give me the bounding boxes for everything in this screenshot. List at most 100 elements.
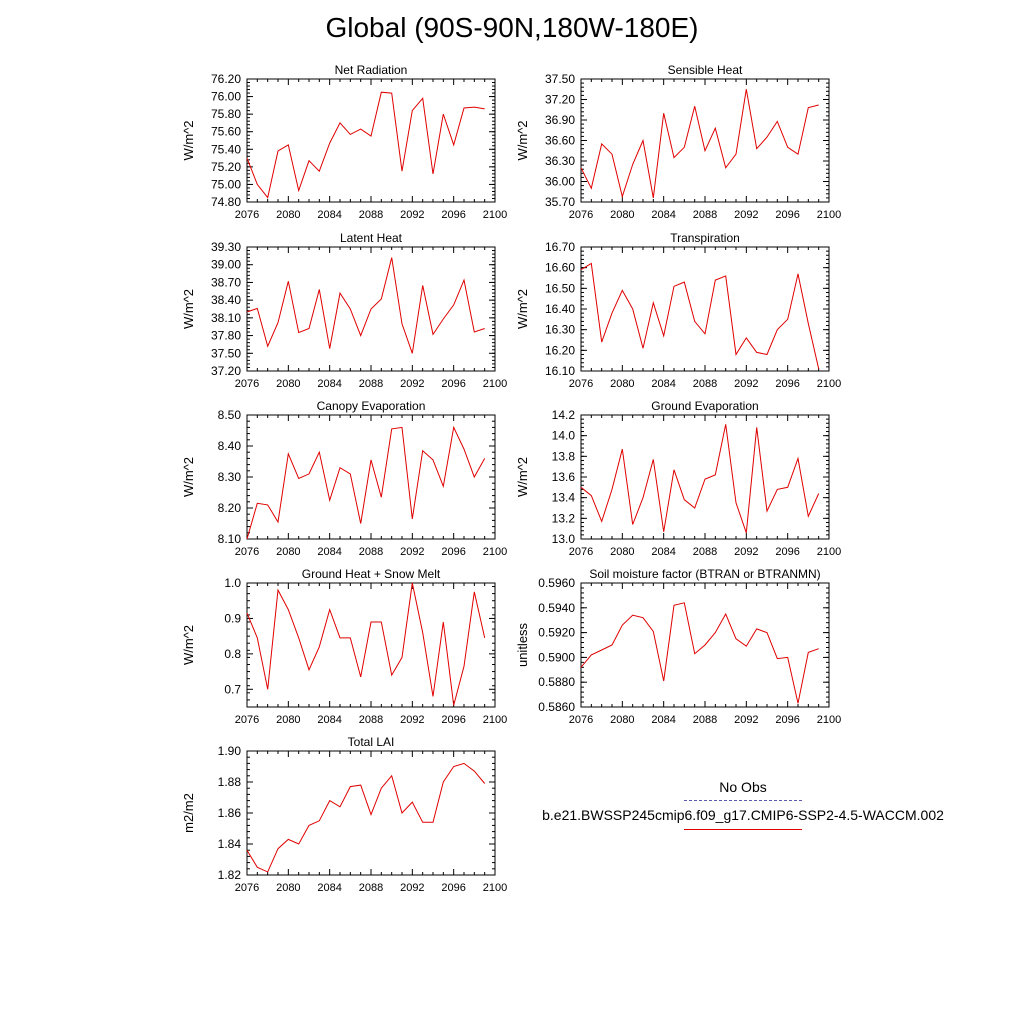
legend-obs-swatch	[684, 800, 802, 801]
y-tick-label: 13.6	[552, 470, 576, 484]
x-tick-label: 2076	[569, 378, 593, 390]
y-tick-label: 1.0	[224, 576, 241, 590]
y-tick-label: 0.5880	[538, 675, 575, 689]
y-axis-label: W/m^2	[181, 289, 196, 329]
y-tick-label: 14.0	[552, 429, 576, 443]
x-tick-label: 2076	[235, 378, 259, 390]
x-tick-label: 2080	[276, 882, 300, 894]
x-tick-label: 2100	[817, 209, 841, 221]
y-tick-label: 75.20	[211, 160, 241, 174]
chart-panel: Canopy Evaporation W/m^2 2076 2080 2084 2088 2…	[181, 399, 507, 558]
y-tick-label: 16.40	[545, 302, 575, 316]
y-tick-label: 37.50	[545, 72, 575, 86]
x-tick-label: 2088	[359, 378, 383, 390]
plot-frame	[246, 414, 496, 540]
y-tick-label: 75.80	[211, 107, 241, 121]
x-tick-label: 2096	[441, 209, 465, 221]
y-tick-label: 14.2	[552, 408, 576, 422]
x-tick-label: 2100	[483, 378, 507, 390]
x-tick-label: 2088	[693, 546, 717, 558]
chart-panel: Ground Heat + Snow Melt W/m^2 2076 2080 2084…	[181, 567, 507, 726]
x-tick-label: 2080	[276, 714, 300, 726]
x-tick-label: 2076	[235, 546, 259, 558]
y-tick-label: 39.00	[211, 258, 241, 272]
chart-title: Sensible Heat	[668, 63, 743, 77]
x-tick-label: 2088	[693, 378, 717, 390]
legend-case-swatch	[684, 829, 802, 830]
y-tick-label: 13.4	[552, 491, 576, 505]
x-tick-label: 2080	[276, 378, 300, 390]
chart-panel: Net Radiation W/m^2 2076 2080 2084 2088 2092 20…	[181, 63, 507, 221]
x-tick-label: 2092	[400, 378, 424, 390]
x-tick-label: 2092	[400, 882, 424, 894]
x-tick-label: 2080	[610, 209, 634, 221]
y-tick-label: 75.00	[211, 177, 241, 191]
y-tick-label: 0.5900	[538, 650, 575, 664]
chart-panel: Ground Evaporation W/m^2 2076 2080 2084 2088 2…	[515, 399, 841, 558]
y-axis-label: W/m^2	[515, 457, 530, 497]
y-tick-label: 0.8	[224, 647, 241, 661]
y-tick-label: 75.40	[211, 142, 241, 156]
y-tick-label: 8.50	[218, 408, 242, 422]
x-tick-label: 2100	[483, 714, 507, 726]
y-tick-label: 13.2	[552, 511, 576, 525]
y-tick-label: 1.88	[218, 775, 242, 789]
x-tick-label: 2084	[317, 882, 341, 894]
chart-title: Ground Heat + Snow Melt	[302, 567, 441, 581]
x-tick-label: 2076	[569, 546, 593, 558]
y-tick-label: 36.90	[545, 113, 575, 127]
plot-frame	[580, 78, 830, 203]
chart-title: Total LAI	[348, 735, 395, 749]
x-tick-label: 2092	[400, 209, 424, 221]
y-tick-label: 75.60	[211, 125, 241, 139]
y-tick-label: 37.20	[211, 364, 241, 378]
y-tick-label: 16.50	[545, 281, 575, 295]
y-tick-label: 8.20	[218, 501, 242, 515]
x-tick-label: 2100	[483, 546, 507, 558]
y-axis-label: m2/m2	[181, 793, 196, 833]
series-line	[580, 424, 820, 533]
y-tick-label: 35.70	[545, 195, 575, 209]
y-tick-label: 76.00	[211, 90, 241, 104]
y-tick-label: 0.7	[224, 682, 241, 696]
chart-panel: Total LAI m2/m2 2076 2080 2084 2088 2092 2096 21…	[181, 735, 507, 894]
y-tick-label: 37.50	[211, 346, 241, 360]
y-tick-label: 37.80	[211, 329, 241, 343]
x-tick-label: 2092	[734, 378, 758, 390]
y-tick-label: 1.90	[218, 744, 242, 758]
chart-panel: Transpiration W/m^2 2076 2080 2084 2088 2092 20…	[515, 231, 841, 390]
x-tick-label: 2100	[817, 546, 841, 558]
x-tick-label: 2088	[693, 209, 717, 221]
x-tick-label: 2096	[775, 714, 799, 726]
x-tick-label: 2096	[775, 209, 799, 221]
x-tick-label: 2088	[359, 209, 383, 221]
x-tick-label: 2092	[734, 209, 758, 221]
y-axis-label: W/m^2	[515, 289, 530, 329]
x-tick-label: 2088	[359, 546, 383, 558]
x-tick-label: 2084	[651, 714, 675, 726]
x-tick-label: 2084	[317, 546, 341, 558]
series-line	[246, 762, 486, 873]
y-tick-label: 16.20	[545, 343, 575, 357]
x-tick-label: 2084	[651, 546, 675, 558]
y-tick-label: 8.10	[218, 532, 242, 546]
x-tick-label: 2092	[734, 546, 758, 558]
y-tick-label: 0.9	[224, 611, 241, 625]
figure-title: Global (90S-90N,180W-180E)	[325, 12, 699, 43]
y-tick-label: 0.5860	[538, 700, 575, 714]
series-line	[246, 425, 486, 540]
x-tick-label: 2092	[734, 714, 758, 726]
y-tick-label: 36.00	[545, 175, 575, 189]
x-tick-label: 2096	[441, 378, 465, 390]
x-tick-label: 2088	[359, 714, 383, 726]
x-tick-label: 2080	[610, 546, 634, 558]
y-axis-label: unitless	[515, 622, 530, 667]
legend-obs-label: No Obs	[719, 779, 767, 795]
y-tick-label: 37.20	[545, 93, 575, 107]
chart-title: Transpiration	[670, 231, 740, 245]
y-tick-label: 16.10	[545, 364, 575, 378]
chart-title: Canopy Evaporation	[317, 399, 426, 413]
y-tick-label: 13.8	[552, 449, 576, 463]
chart-title: Latent Heat	[340, 231, 403, 245]
